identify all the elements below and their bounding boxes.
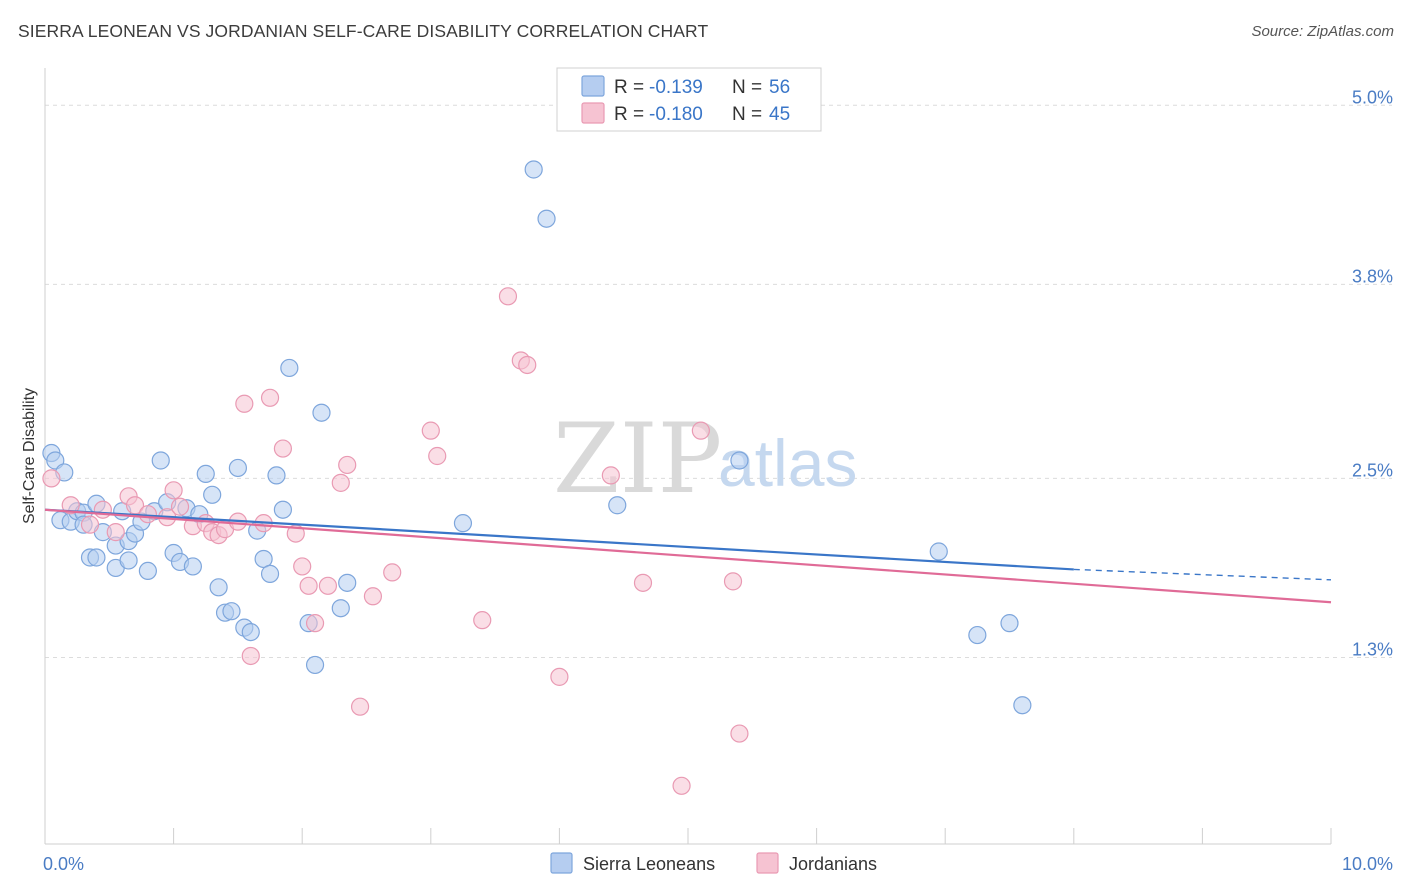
jordanian-point — [363, 587, 383, 606]
jordanian-point — [305, 614, 325, 633]
sierra-leonean-point — [183, 557, 202, 576]
sierra-leonean-point — [312, 403, 331, 422]
legend-r-label-1: R = — [614, 77, 644, 98]
legend-n-label-1: N = — [732, 77, 762, 98]
jordanian-point — [331, 473, 350, 492]
legend-r-value-2: -0.180 — [649, 104, 703, 125]
bottom-legend-swatch-blue — [550, 852, 573, 874]
sierra-leonean-point — [331, 599, 350, 618]
jordanian-point — [723, 572, 743, 591]
jordanian-point — [498, 287, 518, 306]
jordanian-point — [170, 497, 190, 516]
chart-title: SIERRA LEONEAN VS JORDANIAN SELF-CARE DI… — [18, 21, 709, 41]
sierra-leonean-point — [196, 464, 215, 484]
sierra-leonean-point — [730, 451, 749, 470]
jordanian-point — [273, 439, 293, 458]
trend-line-sierra-leoneans — [44, 508, 1074, 571]
bottom-legend-label-sierra-leoneans: Sierra Leoneans — [583, 854, 715, 874]
legend-n-value-2: 45 — [769, 104, 790, 125]
y-tick-label: 2.5% — [1352, 460, 1393, 480]
jordanian-point — [633, 573, 653, 592]
jordanian-point — [80, 515, 100, 534]
series-sierra-leoneans-points — [42, 160, 1032, 715]
sierra-leonean-point — [305, 655, 325, 675]
jordanian-point — [338, 455, 357, 475]
y-axis-title: Self-Care Disability — [21, 388, 38, 524]
x-tick-label-max: 10.0% — [1342, 854, 1393, 874]
y-tick-label: 3.8% — [1352, 266, 1393, 286]
jordanian-point — [550, 667, 569, 686]
sierra-leonean-point — [1000, 614, 1019, 633]
jordanian-point — [299, 576, 318, 595]
jordanian-point — [383, 563, 402, 582]
jordanian-point — [672, 776, 691, 795]
sierra-leonean-point — [929, 542, 948, 561]
sierra-leonean-point — [280, 358, 299, 378]
legend-swatch-blue — [581, 75, 605, 97]
jordanian-point — [42, 469, 61, 488]
sierra-leonean-point — [151, 451, 170, 470]
jordanian-point — [350, 697, 370, 716]
jordanian-point — [61, 496, 80, 515]
jordanian-point — [125, 496, 145, 515]
jordanian-point — [691, 421, 710, 440]
jordanian-point — [138, 505, 157, 524]
jordanian-point — [93, 500, 112, 519]
sierra-leonean-point — [228, 458, 247, 478]
jordanian-point — [106, 523, 125, 542]
sierra-leonean-point — [524, 160, 543, 179]
y-tick-label: 1.3% — [1352, 639, 1393, 659]
x-tick-label-min: 0.0% — [43, 854, 84, 874]
legend-swatch-pink — [581, 102, 605, 124]
sierra-leonean-point — [1013, 696, 1032, 715]
legend-n-value-1: 56 — [769, 77, 790, 98]
trend-line-sierra-leoneans-extension — [1073, 568, 1332, 581]
series-jordanians-points — [42, 287, 749, 795]
grid-lines — [45, 104, 1392, 658]
bottom-legend-label-jordanians: Jordanians — [789, 854, 877, 874]
jordanian-point — [428, 446, 447, 466]
jordanian-point — [730, 724, 749, 743]
sierra-leonean-point — [537, 209, 556, 228]
sierra-leonean-point — [453, 514, 473, 533]
sierra-leonean-point — [138, 561, 157, 581]
source-label: Source: ZipAtlas.com — [1251, 23, 1394, 40]
bottom-legend: Sierra Leoneans Jordanians — [550, 852, 877, 874]
sierra-leonean-point — [260, 564, 280, 583]
y-tick-label: 5.0% — [1352, 87, 1393, 107]
sierra-leonean-point — [222, 602, 241, 621]
jordanian-point — [235, 394, 254, 413]
jordanian-point — [318, 576, 338, 595]
jordanian-point — [241, 646, 260, 666]
jordanian-point — [421, 421, 440, 440]
sierra-leonean-point — [608, 496, 627, 515]
y-tick-labels: 1.3% 2.5% 3.8% 5.0% — [1352, 87, 1393, 659]
sierra-leonean-point — [273, 500, 293, 519]
trend-line-jordanians — [44, 508, 1332, 604]
sierra-leonean-point — [968, 625, 987, 645]
sierra-leonean-point — [209, 578, 228, 597]
jordanian-point — [601, 466, 620, 485]
bottom-legend-swatch-pink — [756, 852, 779, 874]
sierra-leonean-point — [241, 622, 260, 642]
sierra-leonean-point — [87, 548, 106, 567]
sierra-leonean-point — [203, 485, 222, 504]
sierra-leonean-point — [338, 573, 357, 592]
jordanian-point — [164, 481, 183, 500]
legend-box: R = -0.139 N = 56 R = -0.180 N = 45 — [556, 67, 822, 132]
trend-lines — [44, 508, 1332, 604]
jordanian-point — [518, 355, 537, 375]
legend-r-value-1: -0.139 — [649, 77, 703, 98]
x-ticks — [173, 828, 1332, 844]
jordanian-point — [260, 388, 280, 407]
legend-n-label-2: N = — [732, 104, 762, 125]
sierra-leonean-point — [119, 551, 138, 570]
jordanian-point — [293, 557, 312, 576]
watermark-zip: ZIP — [553, 403, 722, 515]
legend-r-label-2: R = — [614, 104, 644, 125]
sierra-leonean-point — [267, 466, 286, 485]
jordanian-point — [473, 611, 492, 630]
